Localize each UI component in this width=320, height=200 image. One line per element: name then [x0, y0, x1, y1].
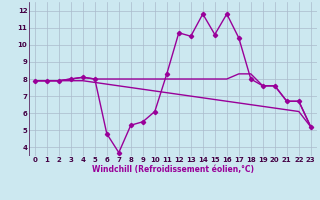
X-axis label: Windchill (Refroidissement éolien,°C): Windchill (Refroidissement éolien,°C): [92, 165, 254, 174]
